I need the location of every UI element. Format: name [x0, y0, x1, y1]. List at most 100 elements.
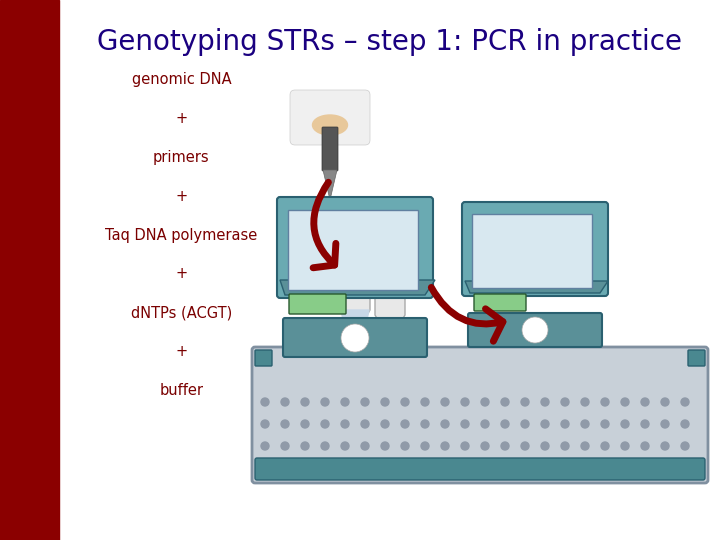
FancyBboxPatch shape: [468, 313, 602, 347]
Circle shape: [481, 464, 489, 472]
Polygon shape: [341, 310, 369, 335]
Circle shape: [561, 464, 569, 472]
Ellipse shape: [327, 201, 333, 211]
Circle shape: [321, 398, 329, 406]
Circle shape: [581, 442, 589, 450]
FancyBboxPatch shape: [255, 350, 272, 366]
Circle shape: [641, 464, 649, 472]
Polygon shape: [371, 217, 409, 235]
Circle shape: [281, 442, 289, 450]
Text: +: +: [175, 111, 187, 126]
Polygon shape: [340, 230, 370, 335]
Circle shape: [421, 442, 429, 450]
Bar: [0, 0, 59, 540]
Circle shape: [321, 442, 329, 450]
Polygon shape: [336, 212, 374, 230]
Circle shape: [641, 442, 649, 450]
Circle shape: [561, 398, 569, 406]
FancyArrowPatch shape: [431, 287, 503, 341]
Polygon shape: [375, 235, 405, 340]
FancyBboxPatch shape: [462, 202, 608, 296]
Circle shape: [641, 398, 649, 406]
Text: Genotyping STRs – step 1: PCR in practice: Genotyping STRs – step 1: PCR in practic…: [97, 28, 682, 56]
Text: genomic DNA: genomic DNA: [132, 72, 231, 87]
FancyBboxPatch shape: [474, 294, 526, 311]
Circle shape: [521, 398, 529, 406]
Circle shape: [361, 442, 369, 450]
Circle shape: [561, 420, 569, 428]
Circle shape: [661, 464, 669, 472]
Circle shape: [321, 464, 329, 472]
Circle shape: [681, 464, 689, 472]
Circle shape: [481, 420, 489, 428]
Circle shape: [521, 420, 529, 428]
Circle shape: [481, 398, 489, 406]
Circle shape: [621, 442, 629, 450]
Circle shape: [641, 420, 649, 428]
Circle shape: [481, 442, 489, 450]
Circle shape: [261, 442, 269, 450]
Circle shape: [561, 442, 569, 450]
Circle shape: [361, 464, 369, 472]
FancyBboxPatch shape: [288, 210, 418, 290]
Circle shape: [341, 398, 349, 406]
Ellipse shape: [418, 256, 422, 264]
Circle shape: [381, 442, 389, 450]
Circle shape: [441, 442, 449, 450]
Circle shape: [601, 464, 609, 472]
Circle shape: [521, 464, 529, 472]
Circle shape: [361, 420, 369, 428]
Circle shape: [441, 464, 449, 472]
Circle shape: [501, 464, 509, 472]
Circle shape: [681, 420, 689, 428]
FancyArrowPatch shape: [313, 183, 336, 268]
Circle shape: [341, 442, 349, 450]
Circle shape: [621, 420, 629, 428]
Circle shape: [461, 398, 469, 406]
FancyBboxPatch shape: [255, 458, 705, 480]
Circle shape: [522, 317, 548, 343]
Circle shape: [361, 398, 369, 406]
Circle shape: [661, 420, 669, 428]
Polygon shape: [280, 280, 435, 295]
Circle shape: [281, 420, 289, 428]
Circle shape: [341, 464, 349, 472]
FancyBboxPatch shape: [472, 214, 592, 288]
Circle shape: [661, 442, 669, 450]
Circle shape: [381, 464, 389, 472]
Text: +: +: [175, 266, 187, 281]
Circle shape: [621, 398, 629, 406]
Circle shape: [681, 442, 689, 450]
Text: primers: primers: [153, 150, 210, 165]
Circle shape: [541, 442, 549, 450]
FancyArrow shape: [407, 225, 426, 239]
Circle shape: [381, 420, 389, 428]
Ellipse shape: [312, 115, 348, 135]
Circle shape: [681, 398, 689, 406]
Circle shape: [301, 442, 309, 450]
Circle shape: [521, 442, 529, 450]
Circle shape: [261, 398, 269, 406]
Circle shape: [301, 398, 309, 406]
FancyBboxPatch shape: [252, 347, 708, 483]
Circle shape: [421, 420, 429, 428]
Ellipse shape: [420, 246, 425, 254]
Circle shape: [421, 464, 429, 472]
FancyBboxPatch shape: [688, 350, 705, 366]
FancyBboxPatch shape: [283, 318, 427, 357]
Circle shape: [601, 398, 609, 406]
Circle shape: [461, 420, 469, 428]
Circle shape: [581, 464, 589, 472]
Circle shape: [281, 464, 289, 472]
Text: dNTPs (ACGT): dNTPs (ACGT): [131, 305, 232, 320]
Circle shape: [501, 442, 509, 450]
Circle shape: [261, 464, 269, 472]
Circle shape: [401, 464, 409, 472]
Circle shape: [541, 398, 549, 406]
Circle shape: [261, 420, 269, 428]
FancyBboxPatch shape: [289, 294, 346, 314]
FancyBboxPatch shape: [290, 90, 370, 145]
Circle shape: [401, 442, 409, 450]
Circle shape: [301, 464, 309, 472]
Circle shape: [341, 324, 369, 352]
